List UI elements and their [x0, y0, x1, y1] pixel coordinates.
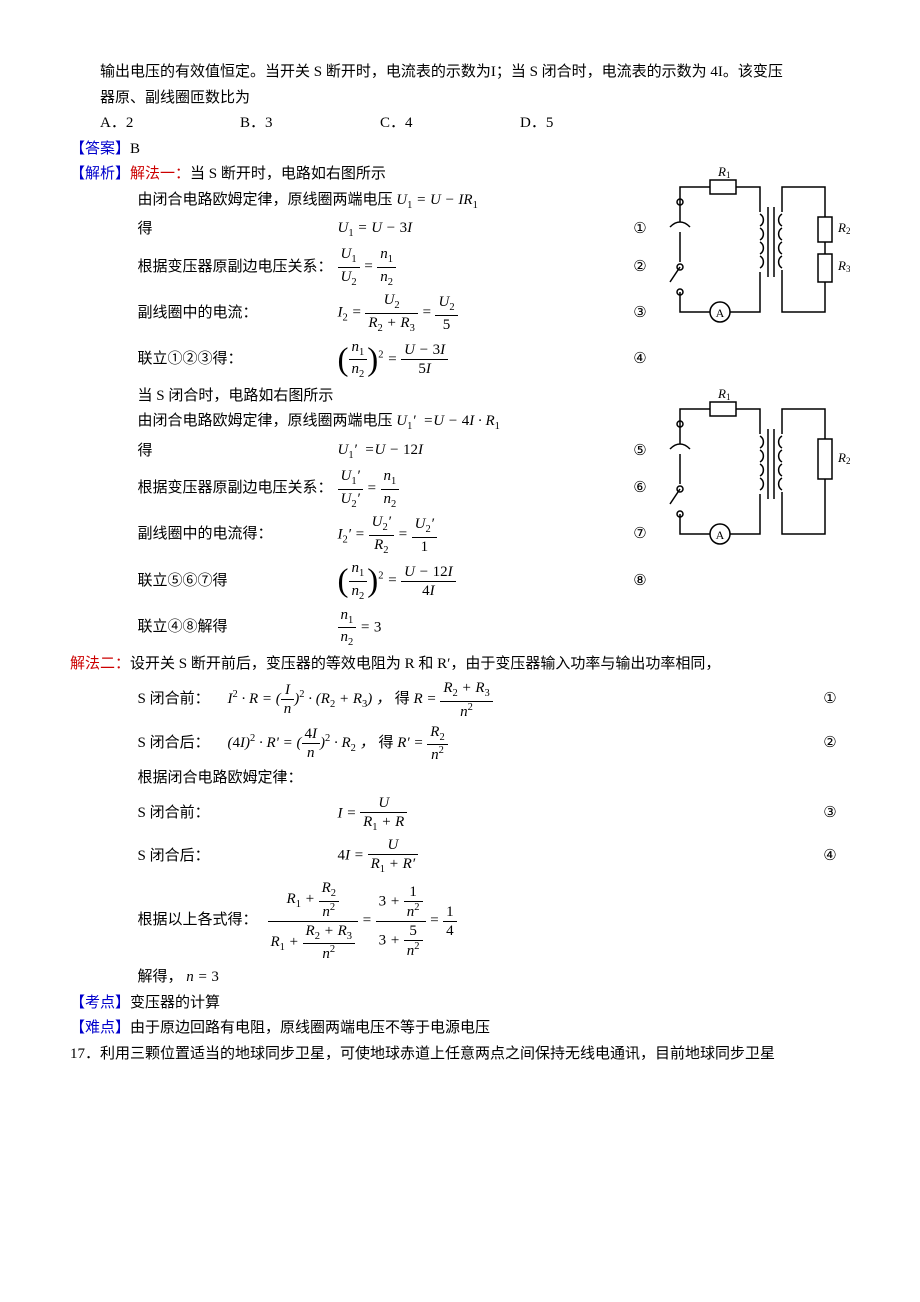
method1-label: 解法一：: [130, 166, 190, 182]
step-i2: 副线圈中的电流：: [138, 301, 338, 327]
nandian-val: 由于原边回路有电阻，原线圈两端电压不等于电源电压: [130, 1020, 490, 1036]
eq4-num: ④: [620, 347, 660, 373]
m2-eq2: (4I)2 · R' = (4In)2 · R2 ， 得 R′ = R2n2: [228, 723, 811, 765]
m2-eq1: I2 · R = (In)2 · (R2 + R3) ， 得 R = R2 + …: [228, 679, 811, 721]
eq8-num: ⑧: [620, 569, 660, 595]
eq2: U1U2 = n1n2: [338, 245, 621, 289]
eq7-num: ⑦: [620, 522, 660, 548]
svg-text:R: R: [837, 220, 846, 235]
m2-n4: ④: [810, 844, 850, 870]
svg-text:R: R: [837, 450, 846, 465]
step-combine2: 联立⑤⑥⑦得: [138, 569, 338, 595]
analysis-label: 【解析】: [70, 166, 130, 182]
eq2-num: ②: [620, 255, 660, 281]
step-s-closed: 当 S 闭合时，电路如右图所示: [70, 384, 660, 410]
kaodian-val: 变压器的计算: [130, 995, 220, 1011]
step-ratio: 根据变压器原副边电压关系：: [138, 255, 338, 281]
eq6-num: ⑥: [620, 476, 660, 502]
eq3: I2 = U2R2 + R3 = U25: [338, 291, 621, 335]
svg-text:2: 2: [846, 226, 850, 236]
answer-row: 【答案】B: [70, 137, 850, 163]
method1-tail: 当 S 断开时，电路如右图所示: [190, 166, 386, 182]
step-ohm2: 由闭合电路欧姆定律，原线圈两端电压 U1′ =U − 4I · R1: [70, 409, 660, 436]
m2-combine: 根据以上各式得：: [138, 908, 268, 934]
svg-text:1: 1: [726, 392, 731, 402]
m2-before: S 闭合前：: [138, 687, 228, 713]
answer-value: B: [130, 141, 140, 157]
nandian-row: 【难点】由于原边回路有电阻，原线圈两端电压不等于电源电压: [70, 1016, 850, 1042]
circuit-diagram-2: AR1R2: [660, 384, 850, 564]
eq8: (n1n2)2 = U − 12I4I: [338, 559, 621, 603]
intro-line2: 器原、副线圈匝数比为: [100, 90, 250, 106]
circuit-diagram-1: AR1R2R3: [660, 162, 850, 342]
method2-row: 解法二：设开关 S 断开前后，变压器的等效电阻为 R 和 R′，由于变压器输入功…: [70, 652, 850, 678]
svg-text:3: 3: [846, 264, 850, 274]
m2-solve: 解得， n = 3: [70, 965, 850, 991]
step-get: 得: [138, 217, 338, 243]
m2-eq4: 4I = UR1 + R′: [338, 836, 811, 877]
intro-line1: 输出电压的有效值恒定。当开关 S 断开时，电流表的示数为I；当 S 闭合时，电流…: [100, 64, 783, 80]
m2-before2: S 闭合前：: [138, 801, 338, 827]
eq-final: n1n2 = 3: [338, 606, 621, 650]
eq5-num: ⑤: [620, 439, 660, 465]
method2-intro: 设开关 S 断开前后，变压器的等效电阻为 R 和 R′，由于变压器输入功率与输出…: [130, 656, 720, 672]
method2-label: 解法二：: [70, 656, 130, 672]
eq5: U1′ =U − 12I: [338, 438, 621, 465]
step-ohm: 由闭合电路欧姆定律，原线圈两端电压 U1 = U − IR1: [70, 188, 660, 215]
choices: A．2 B．3 C．4 D．5: [70, 111, 850, 137]
m2-after2: S 闭合后：: [138, 844, 338, 870]
eq1: U1 = U − 3I: [338, 216, 621, 243]
kaodian-row: 【考点】变压器的计算: [70, 991, 850, 1017]
svg-text:R: R: [717, 386, 726, 401]
step-ratio2: 根据变压器原副边电压关系：: [138, 476, 338, 502]
eq6: U1′U2′ = n1n2: [338, 467, 621, 511]
svg-text:2: 2: [846, 456, 850, 466]
m2-eq5: R1 + R2n2 R1 + R2 + R3n2 = 3 + 1n2 3 + 5…: [268, 879, 811, 963]
choice-c: C．4: [380, 111, 520, 137]
svg-text:R: R: [717, 164, 726, 179]
m2-ohm: 根据闭合电路欧姆定律：: [70, 766, 850, 792]
step-get2: 得: [138, 439, 338, 465]
step-final: 联立④⑧解得: [138, 615, 338, 641]
analysis-row: 【解析】解法一：当 S 断开时，电路如右图所示: [70, 162, 660, 188]
step-combine1: 联立①②③得：: [138, 347, 338, 373]
choice-b: B．3: [240, 111, 380, 137]
eq4: (n1n2)2 = U − 3I5I: [338, 338, 621, 382]
svg-text:R: R: [837, 258, 846, 273]
step-i2b: 副线圈中的电流得：: [138, 522, 338, 548]
kaodian-label: 【考点】: [70, 995, 130, 1011]
answer-label: 【答案】: [70, 141, 130, 157]
nandian-label: 【难点】: [70, 1020, 130, 1036]
eq1-num: ①: [620, 217, 660, 243]
m2-after: S 闭合后：: [138, 731, 228, 757]
eq3-num: ③: [620, 301, 660, 327]
choice-d: D．5: [520, 111, 660, 137]
m2-n1: ①: [810, 687, 850, 713]
eq7: I2′ = U2′R2 = U2′1: [338, 513, 621, 557]
svg-text:A: A: [716, 528, 725, 542]
m2-n3: ③: [810, 801, 850, 827]
choice-a: A．2: [100, 111, 240, 137]
svg-text:A: A: [716, 306, 725, 320]
svg-text:1: 1: [726, 170, 731, 180]
m2-eq3: I = UR1 + R: [338, 794, 811, 835]
q17: 17．利用三颗位置适当的地球同步卫星，可使地球赤道上任意两点之间保持无线电通讯，…: [70, 1042, 850, 1068]
m2-n2: ②: [810, 731, 850, 757]
